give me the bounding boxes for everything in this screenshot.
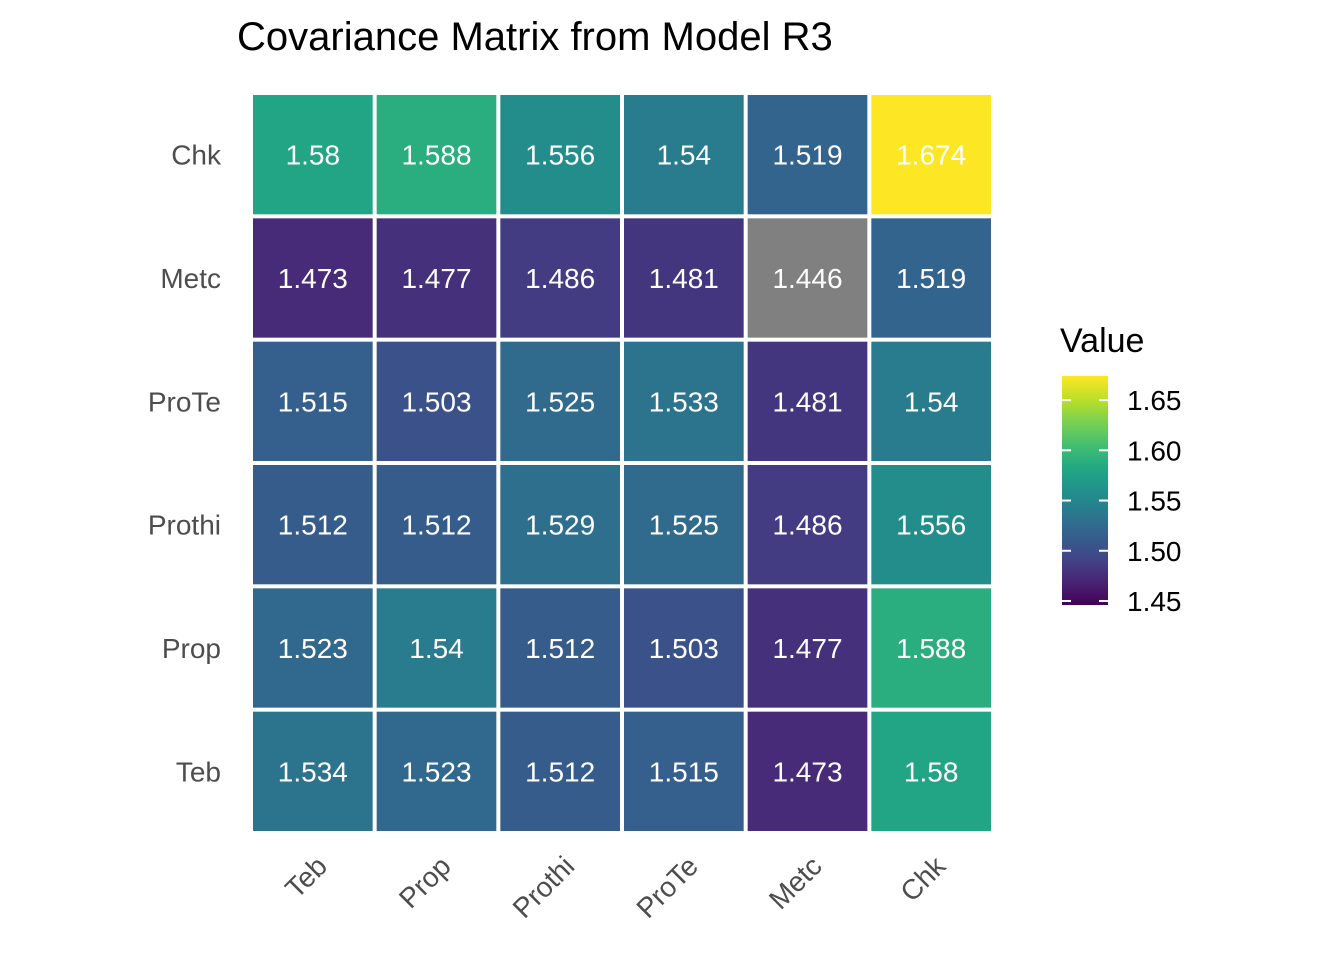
heatmap-cell-metc-metc — [747, 218, 868, 338]
legend-tick-label: 1.60 — [1127, 435, 1182, 466]
cell-value-label: 1.523 — [401, 756, 471, 787]
y-tick-label: Teb — [176, 756, 221, 787]
heatmap-cell-prote-chk — [871, 341, 991, 461]
cell-value-label: 1.519 — [896, 263, 966, 294]
cell-value-label: 1.446 — [772, 263, 842, 294]
legend-colorbar — [1062, 376, 1108, 605]
cell-value-label: 1.58 — [286, 140, 341, 171]
heatmap-cell-prothi-chk — [871, 465, 991, 585]
cell-value-label: 1.503 — [401, 386, 471, 417]
cell-value-label: 1.486 — [772, 510, 842, 541]
heatmap-cells — [253, 95, 991, 831]
cell-value-label: 1.512 — [525, 633, 595, 664]
x-tick-label: Chk — [894, 850, 952, 908]
chart-title: Covariance Matrix from Model R3 — [237, 15, 833, 59]
heatmap-cell-prothi-teb — [253, 465, 373, 585]
y-tick-label: Prothi — [148, 510, 221, 541]
x-tick-label: ProTe — [630, 850, 704, 924]
heatmap-cell-metc-chk — [871, 218, 991, 338]
cell-value-label: 1.486 — [525, 263, 595, 294]
cell-value-label: 1.525 — [649, 510, 719, 541]
cell-value-label: 1.674 — [896, 140, 966, 171]
heatmap-cell-metc-teb — [253, 218, 373, 338]
heatmap-cell-chk-prop — [376, 95, 497, 215]
cell-value-label: 1.515 — [278, 386, 348, 417]
heatmap-cell-teb-teb — [253, 711, 373, 831]
heatmap-cell-teb-prote — [624, 711, 744, 831]
cell-value-label: 1.588 — [896, 633, 966, 664]
heatmap-cell-teb-prothi — [500, 711, 620, 831]
x-tick-label: Metc — [763, 850, 828, 915]
heatmap-cell-prop-teb — [253, 588, 373, 708]
y-axis-ticks: Teb Prop Prothi ProTe Metc Chk — [148, 140, 222, 788]
heatmap-cell-chk-prote — [624, 95, 744, 215]
cell-value-label: 1.556 — [896, 510, 966, 541]
cell-value-label: 1.519 — [772, 140, 842, 171]
x-tick-label: Prop — [393, 850, 457, 914]
cell-value-label: 1.523 — [278, 633, 348, 664]
legend-tick-label: 1.50 — [1127, 536, 1182, 567]
cell-value-label: 1.477 — [772, 633, 842, 664]
cell-value-label: 1.503 — [649, 633, 719, 664]
heatmap-cell-prote-prote — [624, 341, 744, 461]
cell-value-label: 1.481 — [772, 386, 842, 417]
x-axis-ticks: Teb Prop Prothi ProTe Metc Chk — [279, 850, 952, 924]
heatmap-cell-prothi-prothi — [500, 465, 620, 585]
cell-value-label: 1.58 — [904, 756, 959, 787]
heatmap-cell-teb-chk — [871, 711, 991, 831]
cell-value-label: 1.481 — [649, 263, 719, 294]
heatmap-cell-metc-prote — [624, 218, 744, 338]
heatmap-cell-prote-metc — [747, 341, 868, 461]
cell-value-label: 1.588 — [401, 140, 471, 171]
cell-value-label: 1.534 — [278, 756, 348, 787]
legend-tick-label: 1.45 — [1127, 586, 1182, 617]
cell-value-label: 1.477 — [401, 263, 471, 294]
cell-value-label: 1.54 — [409, 633, 464, 664]
y-tick-label: Prop — [162, 633, 221, 664]
heatmap-cell-prop-prothi — [500, 588, 620, 708]
legend-title: Value — [1060, 322, 1144, 360]
heatmap-cell-metc-prothi — [500, 218, 620, 338]
heatmap-cell-teb-metc — [747, 711, 868, 831]
heatmap-cell-prothi-metc — [747, 465, 868, 585]
heatmap-cell-prote-prop — [376, 341, 497, 461]
cell-value-label: 1.54 — [904, 386, 959, 417]
heatmap-cell-teb-prop — [376, 711, 497, 831]
heatmap-cell-prop-prop — [376, 588, 497, 708]
cell-value-label: 1.533 — [649, 386, 719, 417]
legend-tick-label: 1.55 — [1127, 486, 1182, 517]
heatmap-cell-metc-prop — [376, 218, 497, 338]
cell-value-label: 1.529 — [525, 510, 595, 541]
legend-tick-label: 1.65 — [1127, 385, 1182, 416]
heatmap-cell-prote-teb — [253, 341, 373, 461]
heatmap-cell-chk-metc — [747, 95, 868, 215]
cell-value-label: 1.556 — [525, 140, 595, 171]
y-tick-label: Metc — [160, 263, 221, 294]
x-tick-label: Teb — [279, 850, 333, 904]
color-legend: Value 1.45 1.50 1.55 1.60 1.65 — [1060, 322, 1182, 617]
heatmap-cell-chk-teb — [253, 95, 373, 215]
heatmap-cell-prote-prothi — [500, 341, 620, 461]
heatmap-cell-chk-chk — [871, 95, 991, 215]
heatmap-cell-prop-metc — [747, 588, 868, 708]
heatmap-cell-labels: 1.534 1.523 1.512 1.515 1.473 1.58 1.523 1.54 1.… — [278, 140, 966, 788]
heatmap-cell-prop-prote — [624, 588, 744, 708]
cell-value-label: 1.512 — [401, 510, 471, 541]
cell-value-label: 1.525 — [525, 386, 595, 417]
cell-value-label: 1.512 — [525, 756, 595, 787]
heatmap-cell-prothi-prote — [624, 465, 744, 585]
cell-value-label: 1.473 — [772, 756, 842, 787]
heatmap-cell-chk-prothi — [500, 95, 620, 215]
heatmap-cell-prothi-prop — [376, 465, 497, 585]
legend-ticks: 1.45 1.50 1.55 1.60 1.65 — [1062, 385, 1182, 617]
cell-value-label: 1.515 — [649, 756, 719, 787]
cell-value-label: 1.54 — [657, 140, 712, 171]
cell-value-label: 1.473 — [278, 263, 348, 294]
x-tick-label: Prothi — [507, 850, 581, 924]
cell-value-label: 1.512 — [278, 510, 348, 541]
heatmap-cell-prop-chk — [871, 588, 991, 708]
y-tick-label: Chk — [171, 140, 222, 171]
y-tick-label: ProTe — [148, 386, 221, 417]
